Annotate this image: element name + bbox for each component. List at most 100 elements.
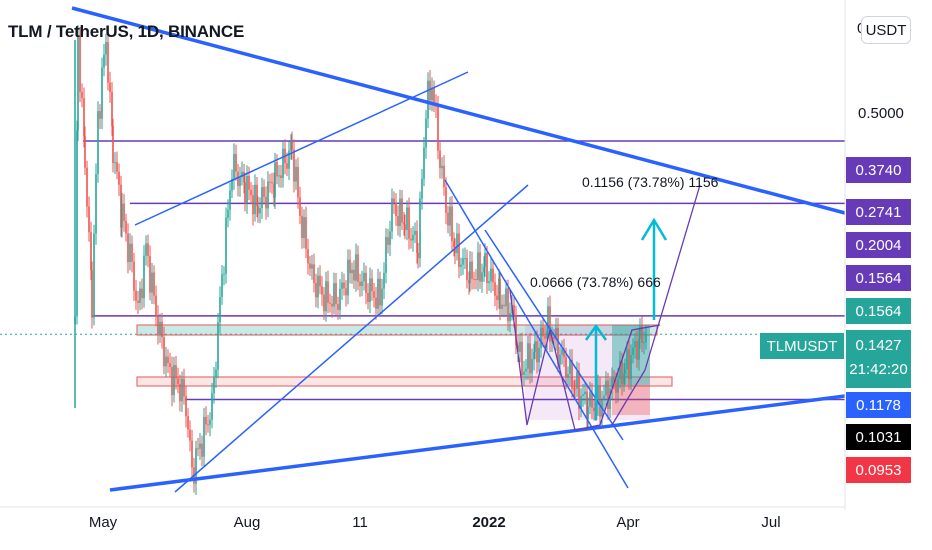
candle-body-48 xyxy=(165,356,167,367)
candle-body-199 xyxy=(460,264,462,267)
candle-body-108 xyxy=(282,148,284,179)
candle-body-128 xyxy=(321,286,323,295)
candle-body-277 xyxy=(609,388,611,410)
candle-body-29 xyxy=(127,233,129,263)
measure-label-upper: 0.1156 (73.78%) 1156 xyxy=(582,174,719,190)
candle-body-242 xyxy=(542,327,544,337)
candle-body-2 xyxy=(77,35,79,131)
candle-body-94 xyxy=(256,184,258,206)
candle-body-68 xyxy=(205,416,207,425)
candle-body-121 xyxy=(307,249,309,264)
candle-body-159 xyxy=(383,272,385,289)
candle-body-208 xyxy=(477,252,479,281)
candle-body-32 xyxy=(133,261,135,291)
candle-body-97 xyxy=(261,187,263,208)
x-label-2022: 2022 xyxy=(472,514,506,531)
candle-body-272 xyxy=(599,385,601,417)
candle-body-132 xyxy=(329,302,331,304)
candle-body-256 xyxy=(569,359,571,375)
measure-label-lower: 0.0666 (73.78%) 666 xyxy=(530,274,661,290)
candle-body-120 xyxy=(305,217,307,250)
candle-body-161 xyxy=(387,237,389,245)
candle-body-225 xyxy=(509,313,511,322)
candle-body-155 xyxy=(375,297,377,309)
candle-body-237 xyxy=(533,351,535,360)
candle-body-75 xyxy=(219,297,221,323)
candle-body-16 xyxy=(103,54,105,68)
candle-body-14 xyxy=(99,111,101,119)
candle-body-187 xyxy=(437,106,439,151)
candle-body-205 xyxy=(471,261,473,279)
candle-body-141 xyxy=(347,259,349,296)
candle-body-98 xyxy=(263,187,265,197)
candle-body-184 xyxy=(431,87,433,101)
candle-body-230 xyxy=(519,341,521,352)
candle-body-167 xyxy=(399,198,401,227)
candle-body-59 xyxy=(187,416,189,430)
candle-body-15 xyxy=(101,67,103,119)
candle-body-260 xyxy=(576,372,578,389)
candle-body-152 xyxy=(369,278,371,302)
candle-body-174 xyxy=(412,234,414,241)
candle-body-46 xyxy=(161,321,163,338)
candle-body-91 xyxy=(250,189,252,196)
candle-body-202 xyxy=(466,258,468,281)
x-label-apr: Apr xyxy=(616,514,640,531)
symbol-tag: TLMUSDT xyxy=(760,333,844,359)
candle-body-193 xyxy=(449,206,451,226)
candle-body-146 xyxy=(357,254,359,282)
candle-body-165 xyxy=(395,202,397,217)
x-label-may: May xyxy=(88,514,118,531)
candle-body-192 xyxy=(447,212,449,226)
candle-body-145 xyxy=(355,254,357,281)
w-pattern-line xyxy=(509,289,661,431)
candle-body-88 xyxy=(244,182,246,204)
candle-body-275 xyxy=(605,380,607,396)
candle-body-8 xyxy=(88,206,90,233)
candle-body-250 xyxy=(557,328,559,365)
candle-body-77 xyxy=(223,273,225,275)
candle-body-149 xyxy=(363,272,365,282)
candle-body-31 xyxy=(131,243,133,262)
candle-body-248 xyxy=(553,336,555,340)
currency-button[interactable]: USDT xyxy=(861,16,911,44)
candle-body-245 xyxy=(547,306,549,332)
candle-body-264 xyxy=(584,391,586,395)
candle-body-219 xyxy=(498,278,500,300)
candle-body-142 xyxy=(349,259,351,274)
candle-body-13 xyxy=(97,111,99,174)
candle-body-69 xyxy=(207,424,209,426)
candle-body-36 xyxy=(141,288,143,299)
candle-body-289 xyxy=(632,347,634,356)
candle-body-101 xyxy=(269,181,271,183)
candle-body-42 xyxy=(153,272,155,296)
candle-body-281 xyxy=(617,378,619,393)
candle-body-160 xyxy=(385,237,387,273)
candle-body-44 xyxy=(157,315,159,335)
candle-body-27 xyxy=(123,203,125,221)
candle-body-11 xyxy=(93,233,95,318)
candle-body-278 xyxy=(611,377,613,389)
candle-body-51 xyxy=(171,367,173,396)
candle-body-3 xyxy=(79,35,81,92)
candle-body-185 xyxy=(433,87,435,105)
candlestick-series xyxy=(74,24,647,495)
current-price-tag: 0.1427 21:42:20 xyxy=(846,330,911,388)
candle-body-282 xyxy=(619,360,621,379)
price-tag-0-3740: 0.3740 xyxy=(846,157,911,183)
candle-body-26 xyxy=(121,203,123,228)
candle-body-210 xyxy=(481,272,483,282)
candle-body-12 xyxy=(95,173,97,234)
candle-body-201 xyxy=(464,258,466,260)
candle-body-255 xyxy=(567,374,569,378)
candle-body-106 xyxy=(278,175,280,177)
candle-body-218 xyxy=(496,295,498,300)
candle-body-168 xyxy=(401,198,403,223)
candle-body-25 xyxy=(120,184,122,228)
candle-body-140 xyxy=(345,288,347,296)
candle-body-10 xyxy=(91,270,93,318)
candle-body-63 xyxy=(195,448,197,484)
candle-body-233 xyxy=(525,368,527,372)
candle-body-228 xyxy=(515,315,517,345)
